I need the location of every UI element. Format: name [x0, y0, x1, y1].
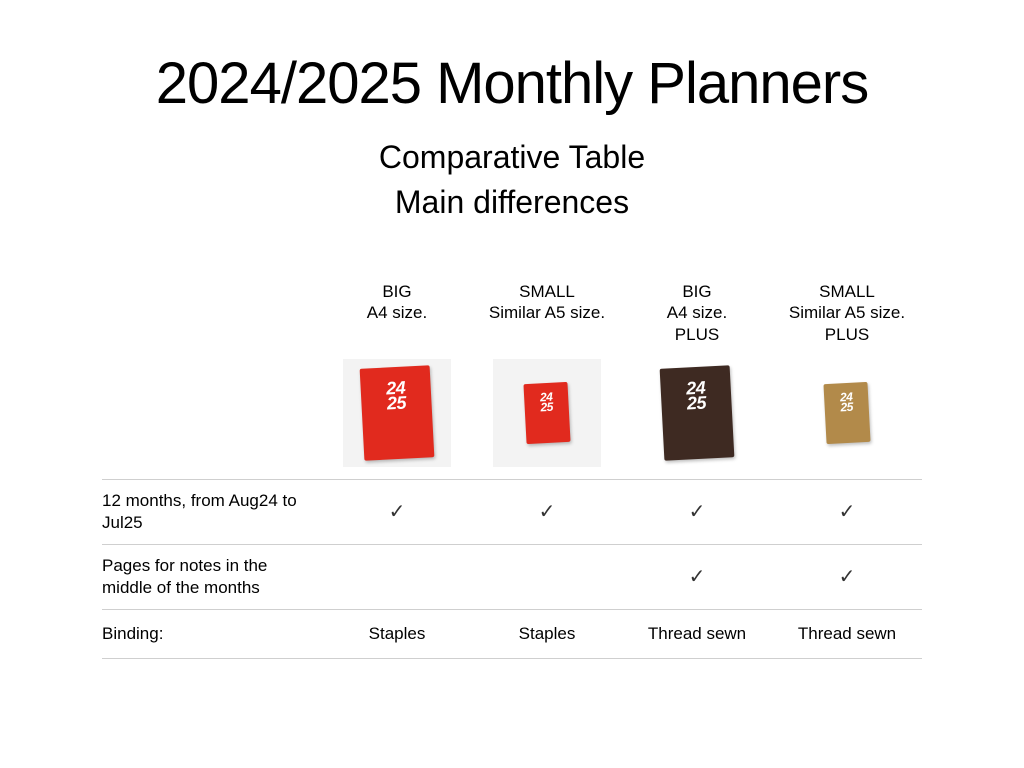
comparison-table: BIG A4 size. SMALL Similar A5 size. BIG … [102, 271, 922, 659]
column-header: BIG A4 size. [322, 271, 472, 355]
row-value: ✓ [322, 480, 472, 544]
planner-icon: 2425 [360, 365, 435, 461]
col-head-line: A4 size. [667, 302, 727, 323]
col-head-line: Similar A5 size. [489, 302, 605, 323]
col-head-line: A4 size. [367, 302, 427, 323]
row-value [322, 545, 472, 609]
col-head-line: Similar A5 size. [789, 302, 905, 323]
column-header: SMALL Similar A5 size. PLUS [772, 271, 922, 355]
column-header: BIG A4 size. PLUS [622, 271, 772, 355]
row-value: ✓ [472, 480, 622, 544]
subtitle-2: Main differences [0, 184, 1024, 221]
thumb-tile: 2425 [493, 359, 601, 467]
col-head-line: SMALL [519, 281, 575, 302]
col-head-line: BIG [682, 281, 711, 302]
row-value: Staples [322, 610, 472, 658]
subtitle-1: Comparative Table [0, 139, 1024, 176]
thumbnail-cell: 2425 [622, 355, 772, 479]
row-value: ✓ [622, 480, 772, 544]
page-title: 2024/2025 Monthly Planners [0, 50, 1024, 117]
thumb-tile: 2425 [793, 359, 901, 467]
row-value: ✓ [772, 480, 922, 544]
planner-label: 2425 [686, 380, 707, 412]
row-value: ✓ [622, 545, 772, 609]
row-value: ✓ [772, 545, 922, 609]
planner-icon: 2425 [823, 382, 870, 444]
row-value: Thread sewn [622, 610, 772, 658]
row-label: 12 months, from Aug24 to Jul25 [102, 480, 322, 544]
header-empty [102, 271, 322, 355]
planner-icon: 2425 [523, 382, 570, 444]
col-head-line: BIG [382, 281, 411, 302]
col-head-line: SMALL [819, 281, 875, 302]
row-value: Staples [472, 610, 622, 658]
thumb-tile: 2425 [643, 359, 751, 467]
col-head-line: PLUS [675, 324, 719, 345]
thumbnail-cell: 2425 [322, 355, 472, 479]
thumbnail-row: 2425 2425 2425 2425 [102, 355, 922, 479]
row-label: Pages for notes in the middle of the mon… [102, 545, 322, 609]
thumbnail-cell: 2425 [772, 355, 922, 479]
planner-label: 2425 [386, 380, 407, 412]
table-row: Binding: Staples Staples Thread sewn Thr… [102, 609, 922, 659]
thumb-tile: 2425 [343, 359, 451, 467]
row-label: Binding: [102, 610, 322, 658]
planner-label: 2425 [840, 391, 853, 412]
planner-label: 2425 [540, 391, 553, 412]
table-header-row: BIG A4 size. SMALL Similar A5 size. BIG … [102, 271, 922, 355]
page-root: 2024/2025 Monthly Planners Comparative T… [0, 0, 1024, 659]
column-header: SMALL Similar A5 size. [472, 271, 622, 355]
table-row: 12 months, from Aug24 to Jul25 ✓ ✓ ✓ ✓ [102, 479, 922, 544]
table-row: Pages for notes in the middle of the mon… [102, 544, 922, 609]
row-value: Thread sewn [772, 610, 922, 658]
planner-icon: 2425 [660, 365, 735, 461]
row-value [472, 545, 622, 609]
thumb-empty [102, 355, 322, 479]
thumbnail-cell: 2425 [472, 355, 622, 479]
col-head-line: PLUS [825, 324, 869, 345]
